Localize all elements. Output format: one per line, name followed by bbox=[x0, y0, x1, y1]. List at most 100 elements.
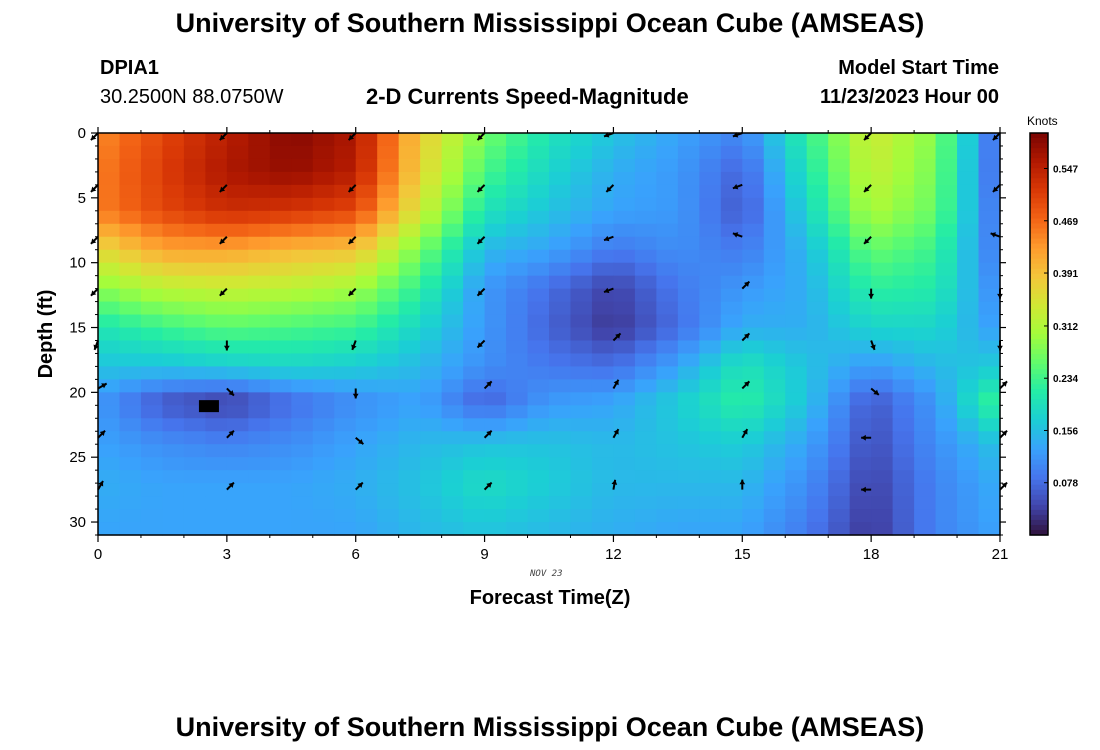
colorbar-segment bbox=[1030, 213, 1048, 220]
speed-cell bbox=[806, 457, 829, 471]
speed-cell bbox=[119, 249, 142, 264]
speed-cell bbox=[914, 418, 937, 432]
speed-cell bbox=[162, 353, 185, 368]
speed-cell bbox=[248, 457, 271, 471]
current-arrow bbox=[992, 132, 1001, 141]
colorbar-segment bbox=[1030, 138, 1048, 144]
speed-cell bbox=[742, 158, 765, 173]
speed-cell bbox=[377, 444, 400, 458]
speed-cell bbox=[570, 509, 593, 523]
speed-cell bbox=[248, 405, 271, 419]
speed-cell bbox=[162, 197, 185, 212]
speed-cell bbox=[892, 340, 915, 355]
current-arrow bbox=[483, 429, 493, 439]
speed-cell bbox=[119, 171, 142, 186]
speed-cell bbox=[98, 496, 121, 510]
speed-cell bbox=[849, 366, 872, 380]
speed-cell bbox=[914, 392, 937, 406]
speed-cell bbox=[656, 353, 679, 368]
speed-cell bbox=[677, 249, 700, 264]
colorbar-segment bbox=[1030, 514, 1048, 521]
speed-cell bbox=[892, 288, 915, 303]
arrow-head bbox=[352, 393, 359, 399]
speed-cell bbox=[677, 301, 700, 316]
speed-cell bbox=[892, 314, 915, 329]
speed-cell bbox=[484, 275, 507, 290]
current-arrow bbox=[97, 429, 106, 439]
speed-cell bbox=[871, 210, 894, 225]
speed-cell bbox=[226, 444, 249, 458]
speed-cell bbox=[377, 457, 400, 471]
speed-cell bbox=[634, 379, 657, 393]
speed-cell bbox=[377, 197, 400, 212]
speed-cell bbox=[978, 288, 1001, 303]
colorbar-segment bbox=[1030, 349, 1048, 355]
speed-cell bbox=[377, 184, 400, 199]
speed-cell bbox=[291, 457, 314, 471]
speed-cell bbox=[957, 483, 980, 497]
speed-cell bbox=[806, 145, 829, 160]
speed-cell bbox=[720, 366, 743, 380]
speed-cell bbox=[377, 470, 400, 484]
speed-cell bbox=[162, 418, 185, 432]
speed-cell bbox=[119, 223, 142, 238]
speed-cell bbox=[720, 392, 743, 406]
speed-cell bbox=[634, 275, 657, 290]
speed-cell bbox=[162, 392, 185, 406]
speed-cell bbox=[828, 418, 851, 432]
speed-cell bbox=[291, 184, 314, 199]
colorbar-segment bbox=[1030, 459, 1048, 466]
speed-cell bbox=[634, 353, 657, 368]
speed-cell bbox=[720, 444, 743, 458]
speed-cell bbox=[591, 171, 615, 186]
current-arrow bbox=[741, 380, 751, 390]
speed-cell bbox=[205, 145, 228, 160]
speed-cell bbox=[957, 133, 980, 147]
speed-cell bbox=[742, 340, 765, 355]
speed-cell bbox=[613, 210, 636, 225]
speed-cell bbox=[806, 431, 829, 445]
speed-cell bbox=[763, 405, 786, 419]
speed-cell bbox=[677, 158, 700, 173]
speed-cell bbox=[183, 522, 206, 536]
speed-cell bbox=[549, 470, 572, 484]
speed-cell bbox=[377, 210, 400, 225]
speed-cell bbox=[398, 418, 421, 432]
speed-cell bbox=[677, 522, 700, 536]
current-arrow bbox=[226, 387, 235, 397]
colorbar-segment bbox=[1030, 384, 1048, 390]
speed-cell bbox=[570, 522, 593, 536]
speed-cell bbox=[463, 431, 486, 445]
arrow-head bbox=[1001, 381, 1008, 387]
speed-cell bbox=[828, 275, 851, 290]
arrow-head bbox=[864, 186, 870, 192]
speed-cell bbox=[892, 509, 915, 523]
speed-cell bbox=[226, 236, 249, 251]
speed-cell bbox=[785, 327, 808, 342]
speed-cell bbox=[828, 223, 851, 238]
arrow-head bbox=[348, 238, 354, 244]
speed-cell bbox=[140, 262, 164, 277]
current-arrow bbox=[863, 236, 872, 245]
speed-cell bbox=[463, 145, 486, 160]
speed-cell bbox=[849, 145, 872, 160]
speed-cell bbox=[140, 509, 164, 523]
colorbar-segment bbox=[1030, 419, 1048, 426]
arrow-head bbox=[604, 235, 610, 242]
speed-cell bbox=[248, 444, 271, 458]
colorbar-segment bbox=[1030, 339, 1048, 345]
speed-cell bbox=[763, 223, 786, 238]
speed-cell bbox=[527, 366, 550, 380]
speed-cell bbox=[140, 496, 164, 510]
speed-cell bbox=[527, 158, 550, 173]
speed-cell bbox=[935, 145, 958, 160]
speed-cell bbox=[205, 262, 228, 277]
speed-cell bbox=[677, 145, 700, 160]
speed-cell bbox=[914, 249, 937, 264]
speed-cell bbox=[677, 171, 700, 186]
speed-cell bbox=[806, 223, 829, 238]
current-arrow bbox=[992, 184, 1001, 193]
arrow-head bbox=[348, 186, 354, 192]
speed-cell bbox=[935, 171, 958, 186]
colorbar-segment bbox=[1030, 133, 1048, 139]
